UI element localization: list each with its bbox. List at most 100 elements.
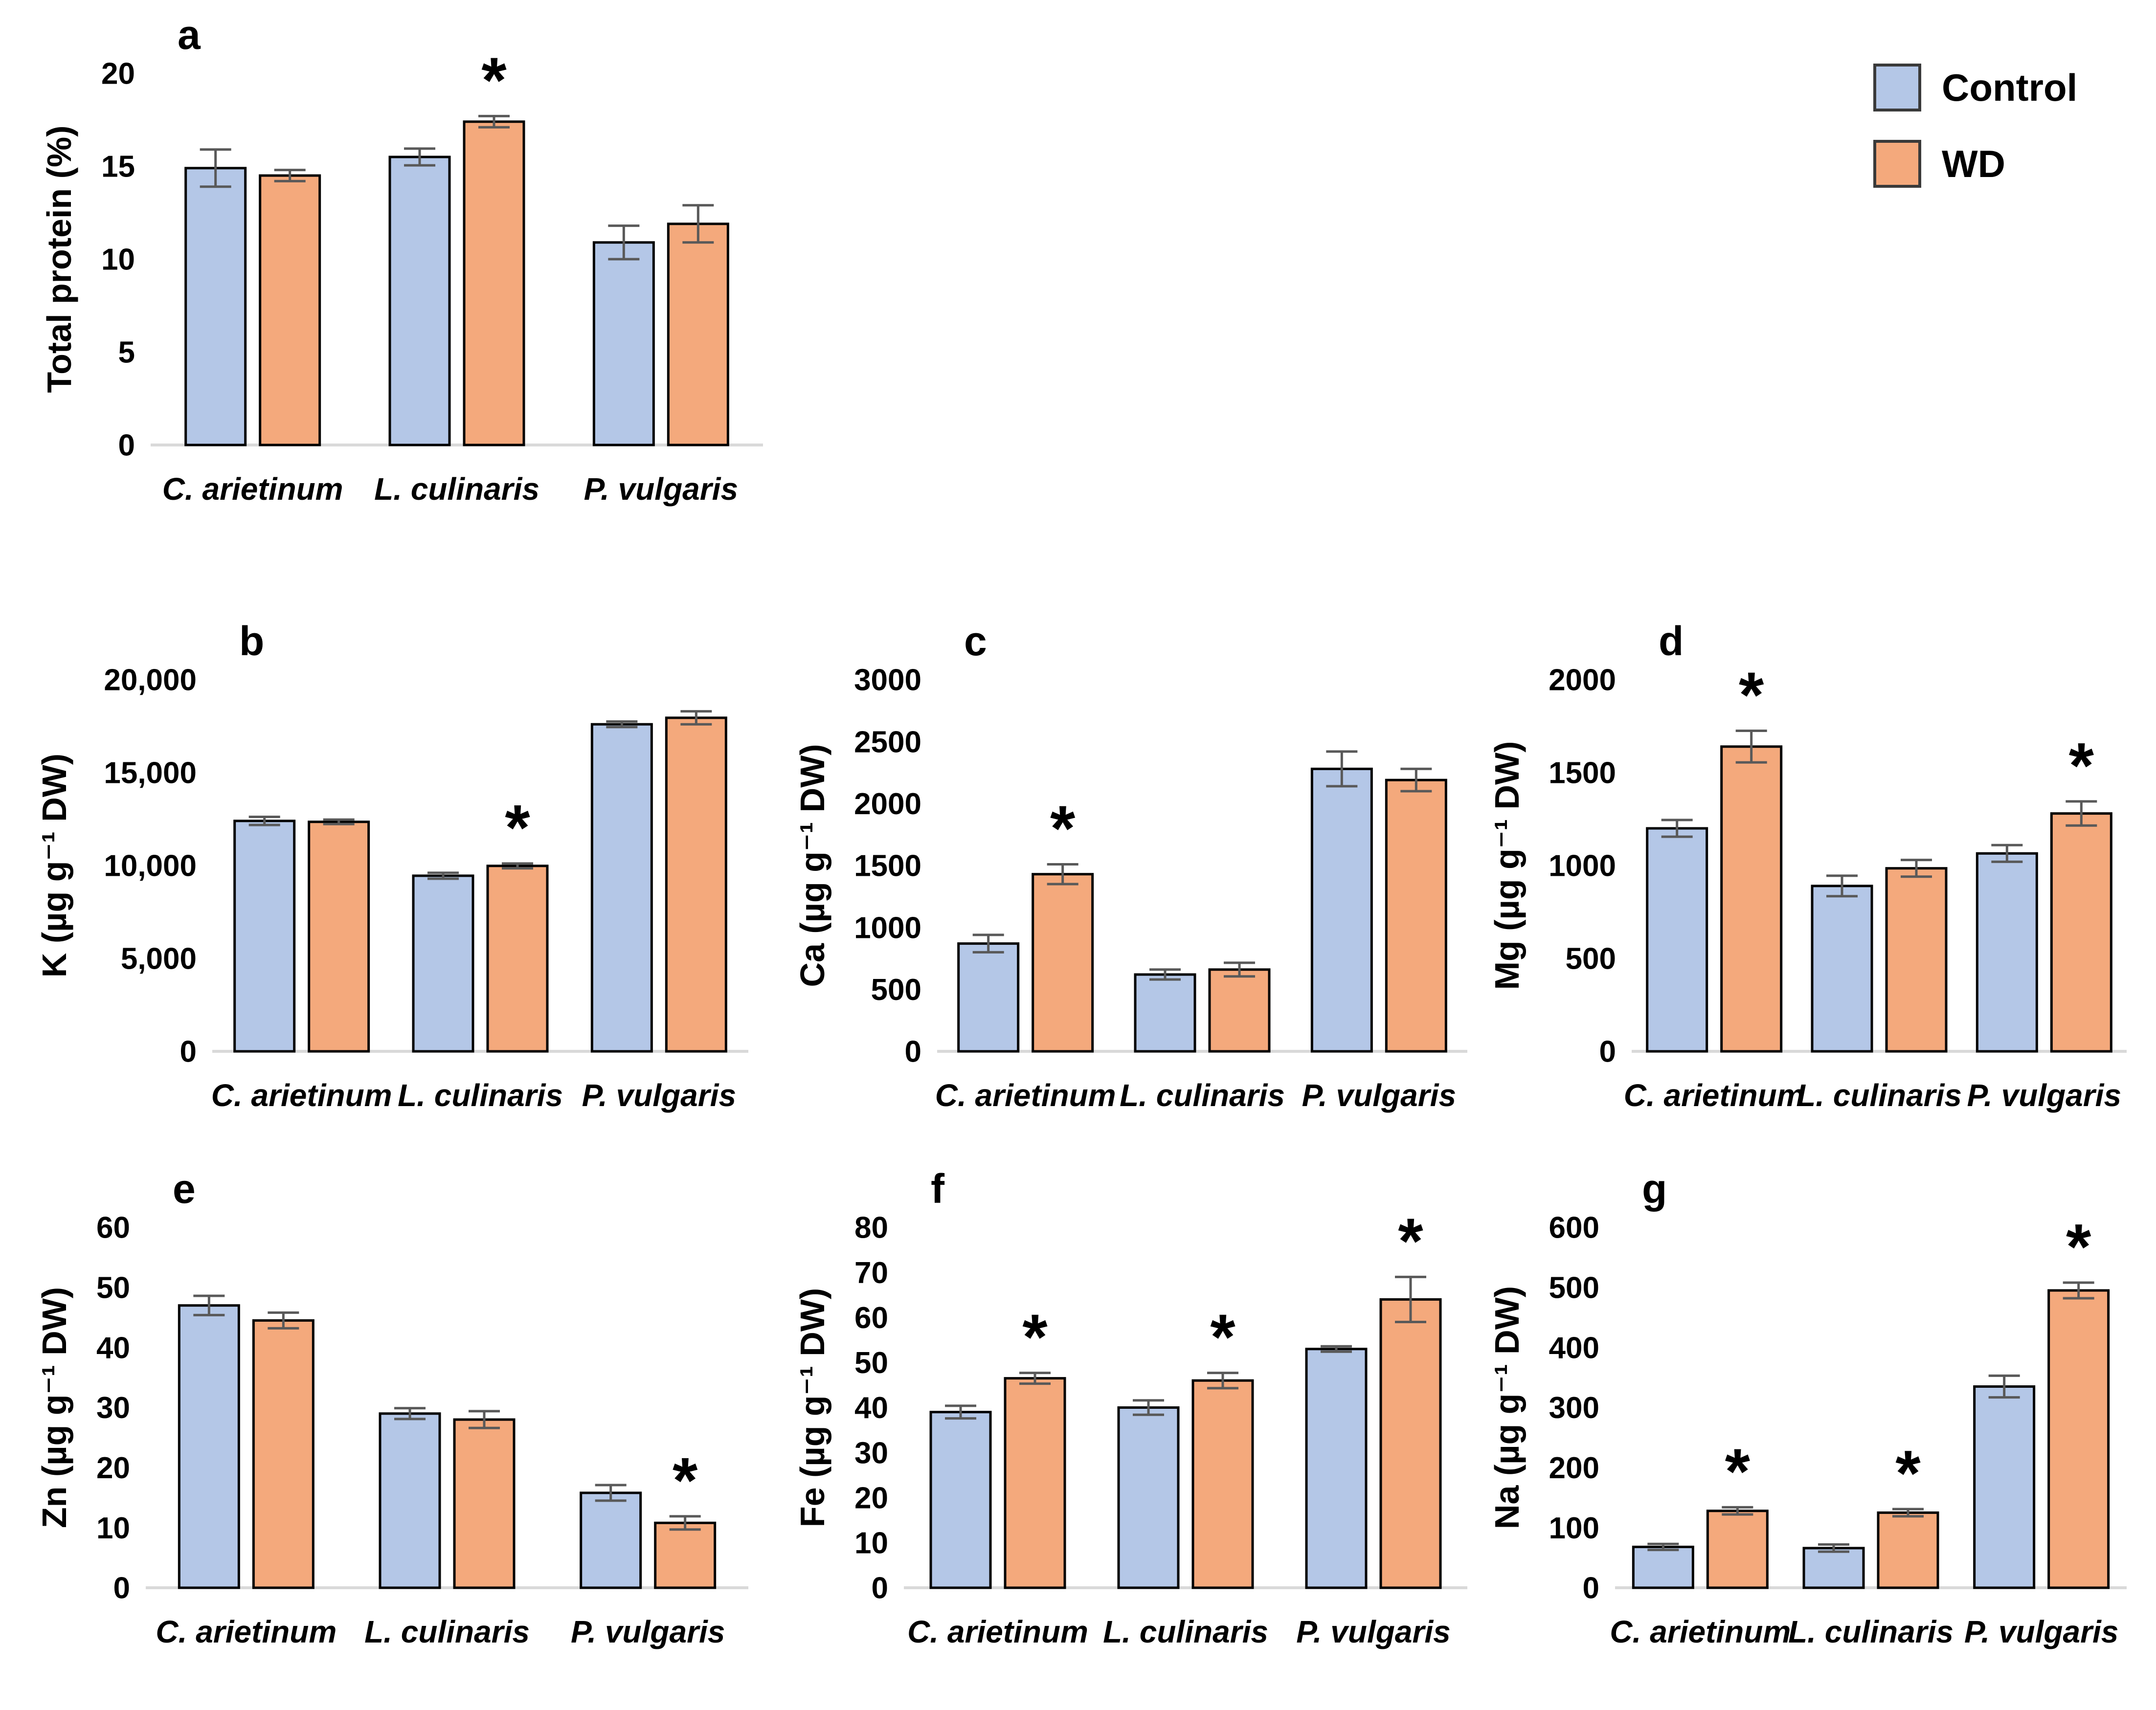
significance-star: * bbox=[1895, 1437, 1921, 1509]
significance-star: * bbox=[1739, 659, 1764, 731]
chart-svg: f Fe (µg g⁻¹ DW) 0 10 20 30 40 50 60 70 80 * C. arie… bbox=[793, 1166, 1467, 1649]
y-tick-label: 5 bbox=[118, 336, 135, 370]
panel-e-zinc: e Zn (µg g⁻¹ DW) 0 10 20 30 40 50 60 C. arietinum… bbox=[24, 1154, 778, 1710]
bar-control bbox=[1632, 1545, 1694, 1589]
bar-control bbox=[178, 1304, 240, 1589]
y-tick-label: 10 bbox=[101, 243, 135, 277]
category-label: L. culinaris bbox=[374, 471, 539, 507]
chart-svg: c Ca (µg g⁻¹ DW) 0 500 1000 1500 2000 2500 3000 *… bbox=[793, 618, 1467, 1113]
y-tick-label: 80 bbox=[854, 1211, 888, 1245]
significance-star: * bbox=[1210, 1301, 1235, 1373]
panel-letter: c bbox=[964, 618, 987, 664]
legend-item-control: Control bbox=[1873, 64, 2077, 111]
y-tick-label: 1500 bbox=[1549, 756, 1616, 790]
category-label: C. arietinum bbox=[156, 1614, 337, 1649]
y-tick-label: 2000 bbox=[854, 787, 921, 821]
panel-letter: a bbox=[178, 12, 201, 58]
significance-star: * bbox=[673, 1444, 698, 1516]
y-tick-label: 30 bbox=[854, 1436, 888, 1470]
category-label: L. culinaris bbox=[1103, 1614, 1268, 1649]
y-tick-label: 300 bbox=[1549, 1391, 1599, 1425]
category-label: C. arietinum bbox=[1610, 1614, 1791, 1649]
legend-label-control: Control bbox=[1942, 66, 2078, 109]
y-tick-label: 500 bbox=[1549, 1271, 1599, 1305]
y-tick-label: 10,000 bbox=[104, 849, 197, 883]
bar-control bbox=[1134, 973, 1196, 1053]
category-label: P. vulgaris bbox=[584, 471, 738, 507]
legend: Control WD bbox=[1873, 64, 2077, 188]
chart-svg: e Zn (µg g⁻¹ DW) 0 10 20 30 40 50 60 C. arietinum… bbox=[35, 1166, 748, 1649]
y-axis-label: Na (µg g⁻¹ DW) bbox=[1488, 1286, 1526, 1529]
bar-wd bbox=[308, 821, 370, 1053]
y-tick-label: 15,000 bbox=[104, 756, 197, 790]
chart-svg: a Total protein (%) 0 5 10 15 20 C. arietinum * L… bbox=[40, 12, 763, 507]
bar-wd bbox=[486, 865, 549, 1053]
y-tick-label: 600 bbox=[1549, 1211, 1599, 1245]
bar-wd bbox=[667, 222, 729, 446]
bar-wd bbox=[1877, 1511, 1939, 1589]
y-tick-label: 2500 bbox=[854, 725, 921, 759]
y-tick-label: 0 bbox=[118, 429, 135, 463]
y-tick-label: 0 bbox=[113, 1572, 130, 1605]
y-tick-label: 10 bbox=[96, 1511, 130, 1545]
wd-swatch-icon bbox=[1873, 140, 1921, 188]
y-axis-label: Ca (µg g⁻¹ DW) bbox=[793, 744, 831, 987]
bar-control bbox=[379, 1412, 441, 1589]
y-tick-label: 400 bbox=[1549, 1331, 1599, 1365]
panel-letter: e bbox=[173, 1166, 196, 1212]
y-tick-label: 20,000 bbox=[104, 664, 197, 697]
category-label: P. vulgaris bbox=[1964, 1614, 2118, 1649]
chart-svg: g Na (µg g⁻¹ DW) 0 100 200 300 400 500 600 * C. ar… bbox=[1488, 1166, 2127, 1649]
category-label: C. arietinum bbox=[935, 1078, 1116, 1113]
bar-wd bbox=[259, 174, 321, 446]
y-tick-label: 60 bbox=[854, 1301, 888, 1335]
y-tick-label: 30 bbox=[96, 1391, 130, 1425]
y-tick-label: 10 bbox=[854, 1527, 888, 1560]
bar-wd bbox=[654, 1521, 717, 1589]
bar-wd bbox=[1379, 1298, 1442, 1589]
y-tick-label: 0 bbox=[180, 1035, 197, 1069]
bar-control bbox=[184, 167, 247, 446]
bar-control bbox=[592, 241, 655, 446]
y-axis-label: Total protein (%) bbox=[40, 126, 78, 393]
category-label: C. arietinum bbox=[907, 1614, 1088, 1649]
chart-svg: b K (µg g⁻¹ DW) 0 5,000 10,000 15,000 20,000 C.… bbox=[35, 618, 748, 1113]
significance-star: * bbox=[1725, 1435, 1751, 1507]
panel-letter: g bbox=[1642, 1166, 1667, 1212]
bar-wd bbox=[1385, 778, 1447, 1053]
legend-label-wd: WD bbox=[1942, 142, 2005, 185]
bar-control bbox=[1973, 1385, 2036, 1589]
y-axis-label: Zn (µg g⁻¹ DW) bbox=[35, 1287, 73, 1528]
bar-control bbox=[233, 820, 296, 1053]
bar-control bbox=[1811, 885, 1873, 1053]
category-label: L. culinaris bbox=[1120, 1078, 1285, 1113]
significance-star: * bbox=[2066, 1211, 2091, 1283]
bar-control bbox=[412, 874, 474, 1053]
y-tick-label: 70 bbox=[854, 1256, 888, 1290]
bar-wd bbox=[1720, 745, 1783, 1053]
chart-svg: d Mg (µg g⁻¹ DW) 0 500 1000 1500 2000 * C. ariet… bbox=[1488, 618, 2127, 1113]
category-label: L. culinaris bbox=[1797, 1078, 1962, 1113]
y-tick-label: 2000 bbox=[1549, 664, 1616, 697]
significance-star: * bbox=[481, 44, 507, 116]
y-tick-label: 0 bbox=[872, 1572, 888, 1605]
bar-wd bbox=[1191, 1379, 1254, 1589]
significance-star: * bbox=[505, 792, 530, 864]
significance-star: * bbox=[1050, 792, 1076, 864]
y-tick-label: 60 bbox=[96, 1211, 130, 1245]
category-label: C. arietinum bbox=[211, 1078, 392, 1113]
y-tick-label: 1000 bbox=[1549, 849, 1616, 883]
bar-control bbox=[580, 1491, 642, 1589]
bar-wd bbox=[252, 1319, 314, 1589]
bar-control bbox=[1117, 1406, 1180, 1589]
y-tick-label: 0 bbox=[1599, 1035, 1616, 1069]
bar-control bbox=[1646, 827, 1708, 1053]
panel-letter: f bbox=[931, 1166, 945, 1212]
bar-wd bbox=[2047, 1289, 2110, 1589]
bar-control bbox=[1976, 852, 2038, 1053]
bar-wd bbox=[453, 1418, 516, 1589]
control-swatch-icon bbox=[1873, 64, 1921, 111]
bar-control bbox=[1305, 1348, 1368, 1589]
significance-star: * bbox=[1398, 1205, 1423, 1277]
